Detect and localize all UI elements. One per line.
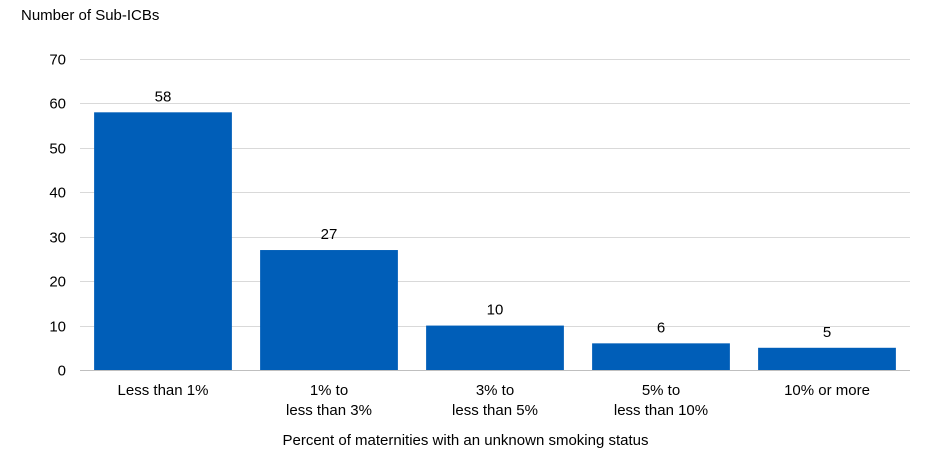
data-label: 27 — [321, 226, 338, 243]
y-tick-label: 30 — [49, 230, 66, 247]
x-tick-label-line: less than 3% — [286, 402, 372, 419]
bars — [94, 112, 896, 371]
y-tick-label: 50 — [49, 141, 66, 158]
bar — [592, 343, 730, 370]
data-label: 58 — [155, 88, 172, 105]
data-label: 5 — [823, 324, 831, 341]
x-tick-label: 5% to less than 10% — [614, 382, 708, 419]
y-axis-title: Number of Sub-ICBs — [21, 7, 160, 24]
y-tick-label: 60 — [49, 96, 66, 113]
y-tick-label: 0 — [58, 363, 66, 380]
x-tick-label-line: 10% or more — [784, 382, 870, 399]
x-tick-label-line: 5% to — [642, 382, 680, 399]
bar — [94, 112, 232, 371]
x-tick-label-line: less than 5% — [452, 402, 538, 419]
y-tick-label: 10 — [49, 319, 66, 336]
data-labels: 58 27 10 6 5 — [155, 88, 832, 340]
data-label: 10 — [487, 302, 504, 319]
x-tick-label: Less than 1% — [118, 382, 209, 399]
x-axis-title: Percent of maternities with an unknown s… — [282, 432, 649, 449]
y-tick-label: 20 — [49, 274, 66, 291]
y-tick-label: 70 — [49, 52, 66, 69]
x-tick-label-line: less than 10% — [614, 402, 708, 419]
x-tick-label-line: 1% to — [310, 382, 348, 399]
x-tick-labels: Less than 1% 1% to less than 3% 3% to less t… — [118, 382, 870, 419]
x-tick-label: 3% to less than 5% — [452, 382, 538, 419]
data-label: 6 — [657, 319, 665, 336]
x-tick-label: 1% to less than 3% — [286, 382, 372, 419]
y-tick-labels: 0 10 20 30 40 50 60 70 — [49, 52, 66, 380]
bar — [758, 347, 896, 370]
x-tick-label: 10% or more — [784, 382, 870, 399]
x-tick-label-line: 3% to — [476, 382, 514, 399]
y-tick-label: 40 — [49, 185, 66, 202]
bar — [426, 325, 564, 370]
x-tick-label-line: Less than 1% — [118, 382, 209, 399]
bar — [260, 250, 398, 370]
